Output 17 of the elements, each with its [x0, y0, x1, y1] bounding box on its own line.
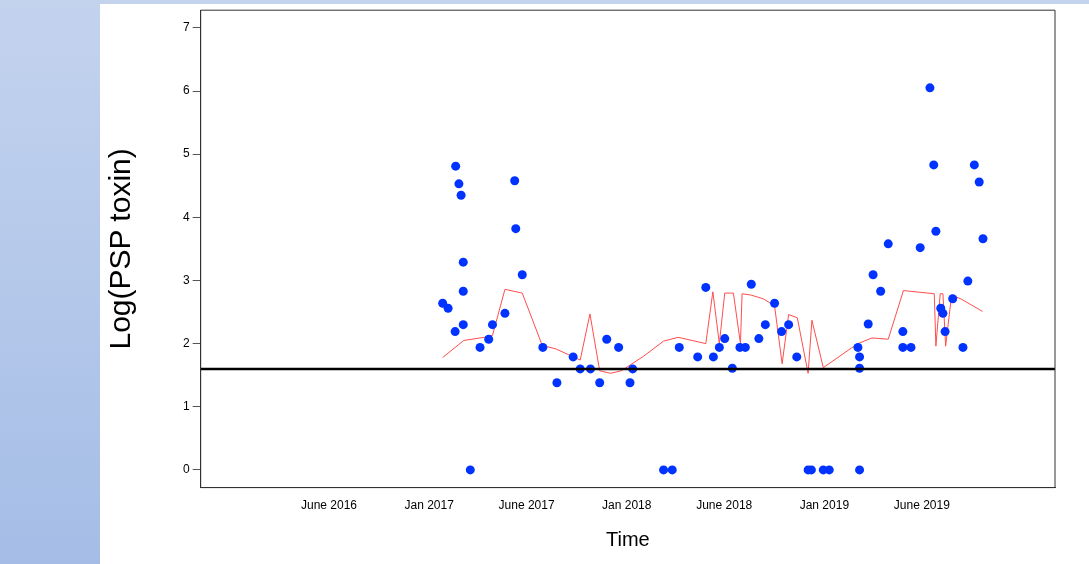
y-tick-label: 2 — [182, 335, 190, 350]
x-tick-label: Jan 2017 — [404, 498, 455, 513]
y-tick-label: 3 — [182, 272, 190, 287]
x-tick-label: June 2018 — [696, 498, 753, 513]
y-axis-title: Log(PSP toxin) — [103, 148, 137, 350]
y-tick-label: 5 — [182, 146, 190, 161]
y-tick-label: 1 — [182, 399, 190, 414]
y-tick-label: 7 — [182, 20, 190, 35]
x-tick-label: Jan 2019 — [799, 498, 850, 513]
y-tick-label: 6 — [182, 83, 190, 98]
x-tick-label: June 2016 — [300, 498, 358, 513]
y-tick-label: 4 — [182, 209, 190, 224]
x-tick-label: Jan 2018 — [602, 498, 652, 513]
x-tick-label: June 2017 — [498, 498, 555, 513]
y-tick-label: 0 — [182, 462, 190, 477]
x-axis-title: Time — [605, 527, 650, 550]
x-tick-label: June 2019 — [893, 498, 951, 513]
